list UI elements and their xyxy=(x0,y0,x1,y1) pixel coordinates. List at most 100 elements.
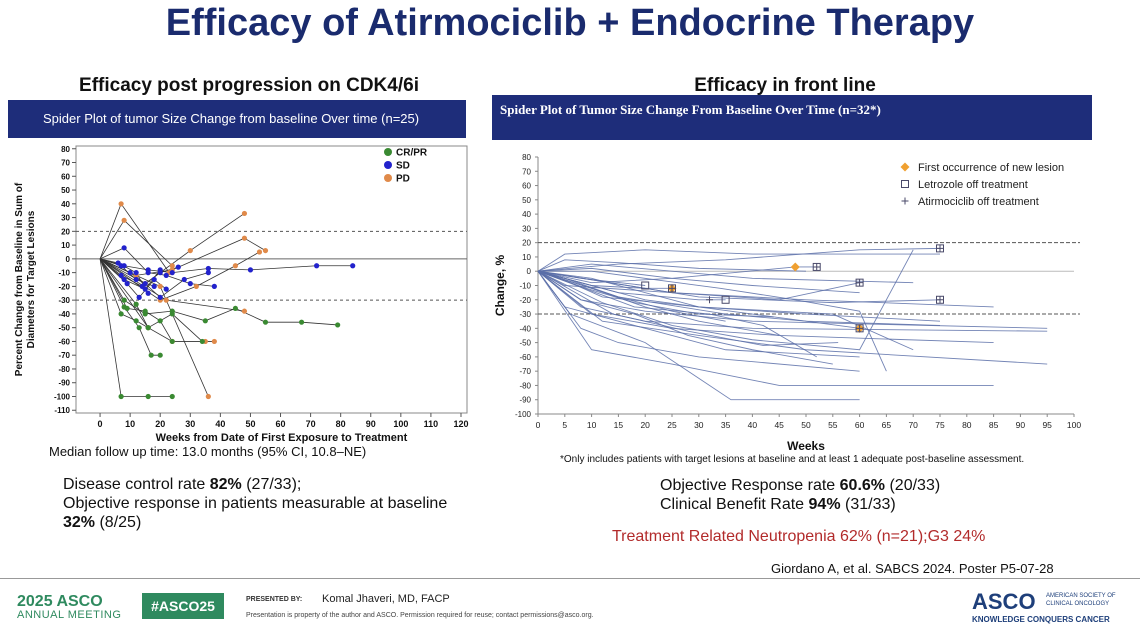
presented-by-label: PRESENTED BY: xyxy=(246,596,303,603)
y-tick-label: -100 xyxy=(54,392,71,401)
data-point xyxy=(118,311,124,317)
legend-marker xyxy=(384,148,392,156)
data-point xyxy=(163,297,169,303)
plus-marker xyxy=(936,296,944,304)
asco-tagline: KNOWLEDGE CONQUERS CANCER xyxy=(972,615,1110,624)
y-tick-label: 10 xyxy=(61,241,70,250)
series-line xyxy=(99,258,209,298)
data-point xyxy=(133,270,139,276)
y-tick-label: 40 xyxy=(61,200,70,209)
data-point xyxy=(157,283,163,289)
x-tick-label: 0 xyxy=(536,420,541,430)
data-point xyxy=(298,319,305,325)
y-tick-label: -100 xyxy=(515,410,532,419)
series-line xyxy=(537,249,940,272)
asco-logo: ASCO xyxy=(972,589,1036,614)
data-point xyxy=(145,393,151,400)
series-line xyxy=(537,270,780,336)
asco-society-name: AMERICAN SOCIETY OF CLINICAL ONCOLOGY xyxy=(1046,593,1116,607)
x-tick-label: 90 xyxy=(366,419,376,429)
right-chart-footnote: *Only includes patients with target lesi… xyxy=(560,454,1025,465)
y-tick-label: 60 xyxy=(61,172,70,181)
y-tick-label: -90 xyxy=(58,379,70,388)
left-spider-plot: 80706050403020100-10-20-30-40-50-60-70-8… xyxy=(14,145,469,444)
y-tick-label: 80 xyxy=(522,153,531,162)
x-tick-label: 45 xyxy=(774,420,784,430)
data-point xyxy=(121,245,127,251)
x-tick-label: 90 xyxy=(1016,420,1026,430)
data-point xyxy=(169,270,175,276)
y-tick-label: 40 xyxy=(522,210,531,219)
y-tick-label: -80 xyxy=(519,381,531,390)
series-line xyxy=(99,213,245,285)
data-point xyxy=(211,283,217,289)
data-point xyxy=(241,308,248,314)
legend-marker xyxy=(384,174,392,182)
legend-square-marker xyxy=(901,180,909,188)
plus-marker xyxy=(813,263,821,271)
series-line xyxy=(99,258,149,294)
data-point xyxy=(124,281,130,287)
data-point xyxy=(139,283,145,289)
y-tick-label: -40 xyxy=(58,310,70,319)
data-point xyxy=(205,270,211,276)
y-axis-label: Diameters for Target Lesions xyxy=(26,210,37,348)
x-tick-label: 60 xyxy=(276,419,286,429)
x-tick-label: 10 xyxy=(587,420,597,430)
y-tick-label: 30 xyxy=(61,214,70,223)
x-tick-label: 120 xyxy=(453,419,468,429)
y-tick-label: -60 xyxy=(58,337,70,346)
data-point xyxy=(232,263,239,269)
y-tick-label: -50 xyxy=(519,339,531,348)
x-tick-label: 80 xyxy=(336,419,346,429)
y-tick-label: -10 xyxy=(519,282,531,291)
y-tick-label: -30 xyxy=(519,310,531,319)
data-point xyxy=(118,272,124,278)
legend-label: CR/PR xyxy=(396,148,428,159)
x-tick-label: 20 xyxy=(155,419,165,429)
data-point xyxy=(187,247,193,254)
y-tick-label: -20 xyxy=(58,282,70,291)
data-point xyxy=(145,290,151,296)
data-point xyxy=(151,283,157,289)
legend-label: Letrozole off treatment xyxy=(918,179,1028,191)
data-point xyxy=(142,308,148,314)
data-point xyxy=(241,210,248,217)
y-tick-label: -110 xyxy=(54,406,70,415)
data-point xyxy=(199,338,205,345)
data-point xyxy=(350,263,356,269)
data-point xyxy=(133,318,139,324)
plus-marker xyxy=(936,244,944,252)
series-line xyxy=(537,270,774,318)
objective-response-measurable: Objective response in patients measurabl… xyxy=(63,495,448,512)
data-point xyxy=(157,270,163,276)
left-chart-banner: Spider Plot of tumor Size Change from ba… xyxy=(8,100,466,138)
series-line xyxy=(537,270,860,401)
series-line xyxy=(537,270,726,322)
x-tick-label: 10 xyxy=(125,419,135,429)
data-point xyxy=(115,260,121,266)
meeting-logo-subtitle: ANNUAL MEETING xyxy=(17,609,122,621)
data-point xyxy=(247,267,254,273)
data-point xyxy=(169,338,175,345)
x-tick-label: 50 xyxy=(801,420,811,430)
data-point xyxy=(163,272,169,278)
series-line xyxy=(99,258,173,397)
y-tick-label: -70 xyxy=(519,367,531,376)
data-point xyxy=(145,325,151,331)
data-point xyxy=(157,294,163,300)
data-point xyxy=(314,263,320,269)
y-tick-label: 0 xyxy=(527,267,532,276)
x-tick-label: 85 xyxy=(989,420,999,430)
x-tick-label: 40 xyxy=(215,419,225,429)
data-point xyxy=(121,217,127,223)
y-tick-label: 80 xyxy=(61,145,70,154)
series-line xyxy=(537,270,994,386)
data-point xyxy=(232,305,239,312)
objective-response-measurable-value: 32% (8/25) xyxy=(63,514,142,531)
data-point xyxy=(169,393,175,400)
objective-response-rate: Objective Response rate 60.6% (20/33) xyxy=(660,477,941,494)
data-point xyxy=(121,276,127,283)
y-tick-label: -20 xyxy=(519,296,531,305)
data-point xyxy=(193,283,199,289)
